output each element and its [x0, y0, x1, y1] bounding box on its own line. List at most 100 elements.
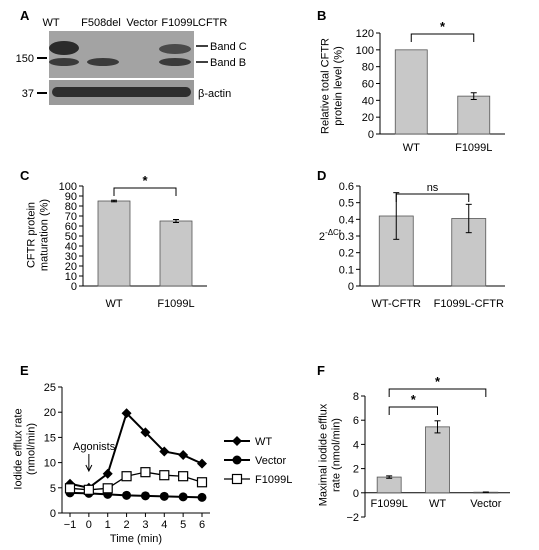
- y-axis-title-base: 2: [319, 231, 325, 243]
- legend-marker: [232, 455, 242, 465]
- category-label: F1099L-CFTR: [434, 298, 504, 310]
- significance-bracket-wt: [388, 406, 438, 415]
- category-label: Vector: [470, 498, 502, 510]
- panel-b-chart: 0 20 40 60 80 100 120 WT F1099L Relative total CF…: [320, 19, 505, 154]
- band-c-f1099l: [159, 44, 191, 54]
- series-f1099l: [64, 467, 208, 495]
- panel-letter-e: E: [20, 363, 29, 378]
- bar: [457, 95, 491, 135]
- category-label: F1099L: [371, 498, 408, 510]
- significance-bracket: [113, 187, 177, 196]
- y-axis-title-line: Maximal iodide efflux: [318, 403, 330, 506]
- panel-d-chart: 0 0.1 0.2 0.3 0.4 0.5 0.6 WT-CFTR F1099L-CFTR 2-Δ…: [319, 181, 505, 310]
- panel-letter-f: F: [317, 363, 325, 378]
- y-tick-label: 40: [65, 241, 77, 253]
- y-tick-label: 6: [353, 415, 359, 427]
- x-tick-label: 2: [124, 519, 130, 531]
- band-b-f508del: [87, 58, 119, 66]
- panel-a-blot: WT F508del Vector F1099L CFTR 150 37 Ban…: [16, 17, 247, 105]
- band-b-f1099l: [159, 58, 191, 66]
- y-tick-label: −2: [346, 512, 359, 524]
- panel-letter-a: A: [20, 8, 30, 23]
- y-tick-label: 0: [50, 508, 56, 520]
- category-label: WT: [105, 298, 122, 310]
- y-tick-label: 2: [353, 464, 359, 476]
- data-point: [178, 450, 189, 461]
- y-tick-label: 0.3: [339, 231, 354, 243]
- x-tick-label: 4: [161, 519, 167, 531]
- legend-label: WT: [255, 436, 272, 448]
- y-tick-label: 0: [348, 281, 354, 293]
- y-axis-title-exponent: -ΔCt: [325, 228, 342, 237]
- y-axis-title-line: Iodide efflux rate: [13, 408, 25, 489]
- y-axis-title-line: Relative total CFTR: [320, 38, 332, 134]
- y-tick-label: 30: [65, 251, 77, 263]
- y-tick-label: 0.1: [339, 264, 354, 276]
- y-tick-label: 100: [59, 181, 77, 193]
- band-actin: [52, 87, 191, 97]
- significance-label: *: [142, 173, 148, 188]
- data-point: [121, 471, 132, 482]
- y-tick-label: 10: [65, 271, 77, 283]
- mw-marker-37: 37: [22, 88, 34, 100]
- data-point: [102, 468, 113, 479]
- y-tick-label: 80: [65, 201, 77, 213]
- y-axis-title: CFTR proteinmaturation (%): [26, 199, 51, 271]
- data-point: [178, 471, 189, 482]
- band-label-actin: β-actin: [198, 88, 231, 100]
- lane-label-wt: WT: [42, 17, 59, 29]
- data-point: [197, 458, 207, 469]
- lane-label-f1099l: F1099L: [161, 17, 198, 29]
- y-tick-label: 0: [353, 488, 359, 500]
- x-tick-label: 1: [105, 519, 111, 531]
- data-point: [178, 492, 188, 502]
- significance-bracket: [410, 33, 475, 42]
- y-tick-label: 100: [356, 45, 374, 57]
- panel-f-chart: −2 0 2 4 6 8 F1099L WT Vector Maximal iodide effl…: [318, 374, 510, 524]
- y-tick-label: 5: [50, 483, 56, 495]
- y-tick-label: 25: [44, 382, 56, 394]
- y-axis-title: Relative total CFTRprotein level (%): [320, 38, 345, 134]
- panel-letter-b: B: [317, 8, 326, 23]
- significance-label: ns: [427, 182, 439, 194]
- lane-label-vector: Vector: [126, 17, 158, 29]
- y-tick-label: 15: [44, 432, 56, 444]
- bar: [159, 220, 193, 287]
- blot-top-membrane: [49, 31, 194, 78]
- y-axis-title-line: maturation (%): [39, 199, 51, 271]
- legend-label: Vector: [255, 455, 287, 467]
- y-tick-label: 10: [44, 458, 56, 470]
- legend-label: F1099L: [255, 474, 292, 486]
- x-tick-label: 0: [86, 519, 92, 531]
- data-point: [159, 446, 170, 457]
- bar: [425, 426, 450, 494]
- mw-marker-150: 150: [16, 53, 34, 65]
- annotation-arrow-head: [85, 464, 93, 473]
- x-tick-label: 3: [142, 519, 148, 531]
- data-point: [159, 470, 170, 481]
- y-tick-label: 20: [65, 261, 77, 273]
- y-tick-label: 20: [362, 112, 374, 124]
- bar: [394, 49, 428, 135]
- y-tick-label: 80: [362, 62, 374, 74]
- band-c-wt: [49, 41, 79, 55]
- y-tick-label: 0: [71, 281, 77, 293]
- y-tick-label: 8: [353, 391, 359, 403]
- y-tick-label: 60: [65, 221, 77, 233]
- significance-label: *: [411, 392, 417, 407]
- legend-marker: [232, 436, 242, 446]
- y-tick-label: 0.4: [339, 214, 354, 226]
- y-tick-label: 40: [362, 95, 374, 107]
- band-label-c: Band C: [210, 41, 247, 53]
- panel-letter-c: C: [20, 168, 30, 183]
- band-b-wt: [49, 58, 79, 66]
- y-axis-title-line: rate (nmol/min): [331, 418, 343, 492]
- data-point: [122, 490, 132, 500]
- category-label: F1099L: [455, 142, 492, 154]
- y-axis-title-line: protein level (%): [333, 46, 345, 125]
- significance-label: *: [435, 374, 441, 389]
- data-point: [196, 477, 208, 488]
- significance-bracket: [395, 193, 470, 202]
